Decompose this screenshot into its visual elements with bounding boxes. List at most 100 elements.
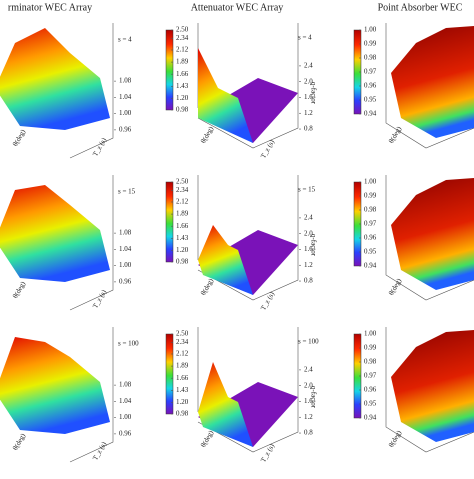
tick-label: 2.50 <box>176 330 189 338</box>
s-label: s = 100 <box>298 338 319 346</box>
tick-label: 0.8 <box>304 125 313 133</box>
tick-label: 0.97 <box>364 68 377 76</box>
axis-label: θ(deg) <box>11 432 27 452</box>
tick-label: 1.00 <box>364 178 377 186</box>
axis-frame <box>197 175 299 301</box>
tick-label: 2.4 <box>304 62 313 70</box>
tick-label: 1.20 <box>176 246 189 254</box>
tick-label: 2.12 <box>176 198 189 206</box>
tick-label: 0.95 <box>364 400 377 408</box>
tick-label: 1.08 <box>119 381 132 389</box>
tick-label: 1.04 <box>119 245 132 253</box>
surface <box>198 362 253 447</box>
surface <box>0 28 110 130</box>
tick-label: 2.34 <box>176 34 189 42</box>
column-title: Point Absorber WEC <box>378 2 463 13</box>
axis-frame <box>385 23 474 149</box>
tick-label: 0.95 <box>364 96 377 104</box>
axis-label: T_z (s) <box>259 442 276 464</box>
tick-label: 0.98 <box>176 410 189 418</box>
tick-label: 1.89 <box>176 210 189 218</box>
axis-frame <box>69 23 114 159</box>
tick-label: 0.98 <box>176 106 189 114</box>
tick-label: 1.08 <box>119 229 132 237</box>
tick-label: 1.6 <box>304 93 313 101</box>
tick-label: 0.94 <box>364 262 377 270</box>
tick-label: 1.00 <box>364 330 377 338</box>
tick-label: 1.66 <box>176 374 189 382</box>
axis-frame <box>197 327 299 453</box>
tick-label: 1.2 <box>304 413 313 421</box>
axis-label: θ(deg) <box>387 277 403 297</box>
tick-label: 1.20 <box>176 94 189 102</box>
tick-label: 0.97 <box>364 220 377 228</box>
surface <box>391 26 474 138</box>
axis-label: θ(deg) <box>387 429 403 449</box>
axis-label: q-factor <box>309 234 317 257</box>
tick-label: 0.98 <box>364 206 377 214</box>
axis-label: q-factor <box>309 82 317 105</box>
column-title: rminator WEC Array <box>8 2 92 13</box>
tick-label: 1.66 <box>176 222 189 230</box>
tick-label: 2.12 <box>176 350 189 358</box>
tick-label: 1.89 <box>176 58 189 66</box>
axis-label: θ(deg) <box>199 429 215 449</box>
tick-label: 0.96 <box>364 82 377 90</box>
tick-label: 1.04 <box>119 93 132 101</box>
colorbar <box>165 29 174 111</box>
tick-label: 0.98 <box>364 358 377 366</box>
axis-label: θ(deg) <box>11 128 27 148</box>
tick-label: 0.96 <box>119 429 132 437</box>
axis-frame <box>69 327 114 463</box>
colorbar <box>165 333 174 415</box>
tick-label: 2.0 <box>304 381 313 389</box>
tick-label: 1.04 <box>119 397 132 405</box>
surface <box>198 225 253 295</box>
tick-label: 1.00 <box>119 413 132 421</box>
axis-frame <box>385 327 474 453</box>
axis-label: T_z (s) <box>259 138 276 160</box>
tick-label: 1.43 <box>176 82 189 90</box>
tick-label: 0.8 <box>304 429 313 437</box>
tick-label: 1.43 <box>176 386 189 394</box>
axis-label: θ(deg) <box>199 277 215 297</box>
tick-label: 0.96 <box>364 234 377 242</box>
tick-label: 2.34 <box>176 338 189 346</box>
s-label: s = 15 <box>298 186 316 194</box>
s-label: s = 15 <box>118 188 136 196</box>
surface <box>198 382 298 447</box>
tick-label: 1.00 <box>119 261 132 269</box>
tick-label: 0.99 <box>364 40 377 48</box>
tick-label: 0.94 <box>364 414 377 422</box>
axis-frame <box>385 175 474 301</box>
surface <box>391 330 474 442</box>
tick-label: 0.94 <box>364 110 377 118</box>
tick-label: 1.43 <box>176 234 189 242</box>
tick-label: 0.97 <box>364 372 377 380</box>
tick-label: 1.66 <box>176 70 189 78</box>
tick-label: 1.2 <box>304 109 313 117</box>
tick-label: 2.4 <box>304 366 313 374</box>
tick-label: 2.0 <box>304 229 313 237</box>
tick-label: 1.00 <box>119 109 132 117</box>
tick-label: 2.4 <box>304 214 313 222</box>
tick-label: 0.98 <box>364 54 377 62</box>
tick-label: 1.6 <box>304 245 313 253</box>
tick-label: 0.98 <box>176 258 189 266</box>
colorbar <box>165 181 174 263</box>
surface <box>198 230 298 295</box>
tick-label: 2.34 <box>176 186 189 194</box>
tick-label: 0.96 <box>119 125 132 133</box>
axis-label: θ(deg) <box>387 125 403 145</box>
axis-label: q-factor <box>309 386 317 409</box>
s-label: s = 100 <box>118 340 139 348</box>
tick-label: 2.12 <box>176 46 189 54</box>
tick-label: 2.0 <box>304 77 313 85</box>
surface <box>198 78 298 143</box>
axis-frame <box>69 175 114 311</box>
surface <box>0 185 110 282</box>
tick-label: 0.99 <box>364 344 377 352</box>
tick-label: 1.20 <box>176 398 189 406</box>
tick-label: 0.95 <box>364 248 377 256</box>
